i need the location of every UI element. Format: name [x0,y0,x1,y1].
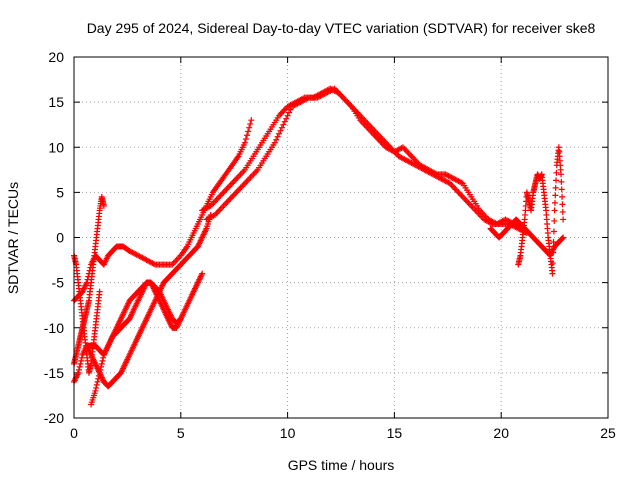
y-tick-label: 20 [48,49,64,65]
y-tick-label: 15 [48,94,64,110]
data-point [93,381,100,388]
x-tick-label: 5 [177,425,185,441]
data-point [558,171,565,178]
data-point [98,363,105,370]
data-point [553,177,560,184]
x-tick-label: 0 [70,425,78,441]
data-point [276,130,283,137]
data-point [549,260,556,267]
x-tick-label: 20 [493,425,509,441]
data-point [551,199,558,206]
data-point [560,234,567,241]
data-point [287,106,294,113]
data-point [100,354,107,361]
y-tick-label: -20 [44,410,64,426]
data-point [247,120,254,127]
data-point [552,192,559,199]
data-point [558,178,565,185]
data-point [278,124,285,131]
data-point [277,127,284,134]
y-tick-label: 0 [56,230,64,246]
x-tick-label: 25 [600,425,616,441]
grid-lines [74,57,608,418]
series-track-b [71,193,107,367]
data-point [242,135,249,142]
y-tick-label: -15 [44,365,64,381]
data-point [177,315,184,322]
series-track-e [88,279,184,408]
data-point [553,169,560,176]
y-tick-label: -5 [52,275,65,291]
y-tick-label: -10 [44,320,64,336]
data-point [241,139,248,146]
data-point [552,184,559,191]
data-point [283,115,290,122]
data-point [281,118,288,125]
data-point [559,235,566,242]
data-point [100,202,107,209]
data-point [549,270,556,277]
data-point [95,372,102,379]
data-point [96,288,103,295]
data-point [559,193,566,200]
x-tick-label: 10 [280,425,296,441]
plot-frame [73,56,609,419]
data-point [286,109,293,116]
data-point [550,239,557,246]
data-point [284,112,291,119]
data-point [271,139,278,146]
series-track-h [487,216,567,259]
series-track-a [71,117,255,304]
data-point [99,357,106,364]
data-point [274,133,281,140]
data-point [245,128,252,135]
data-point [550,249,557,256]
data-point [95,375,102,382]
data-point [559,201,566,208]
data-point [199,270,206,277]
series-track-i [515,144,567,277]
data-point [96,369,103,376]
tick-labels: 0 5 10 15 20 25 -20 -15 -10 -5 0 5 10 15 20 [44,49,616,441]
data-point [280,121,287,128]
data-point [248,117,255,124]
data-point [75,366,82,373]
data-point [93,384,100,391]
data-point [76,363,83,370]
data-point [551,207,558,214]
data-point [559,208,566,215]
data-point [78,357,85,364]
data-point [77,360,84,367]
data-point [550,228,557,235]
y-axis-label: SDTVAR / TECUs [5,182,21,294]
series-track-j [71,252,103,376]
data-point [92,387,99,394]
y-tick-label: 5 [56,184,64,200]
data-points [71,85,567,408]
data-point [551,217,558,224]
chart-title: Day 295 of 2024, Sidereal Day-to-day VTE… [87,20,596,36]
data-point [97,366,104,373]
x-tick-label: 15 [387,425,403,441]
data-point [94,378,101,385]
y-tick-label: 10 [48,139,64,155]
data-point [560,216,567,223]
series-track-c [83,211,214,390]
data-point [244,132,251,139]
data-point [246,124,253,131]
x-axis-label: GPS time / hours [288,457,395,473]
data-point [98,360,105,367]
series-track-g [203,85,526,232]
data-point [273,136,280,143]
data-point [75,369,82,376]
data-point [558,186,565,193]
data-point [78,354,85,361]
